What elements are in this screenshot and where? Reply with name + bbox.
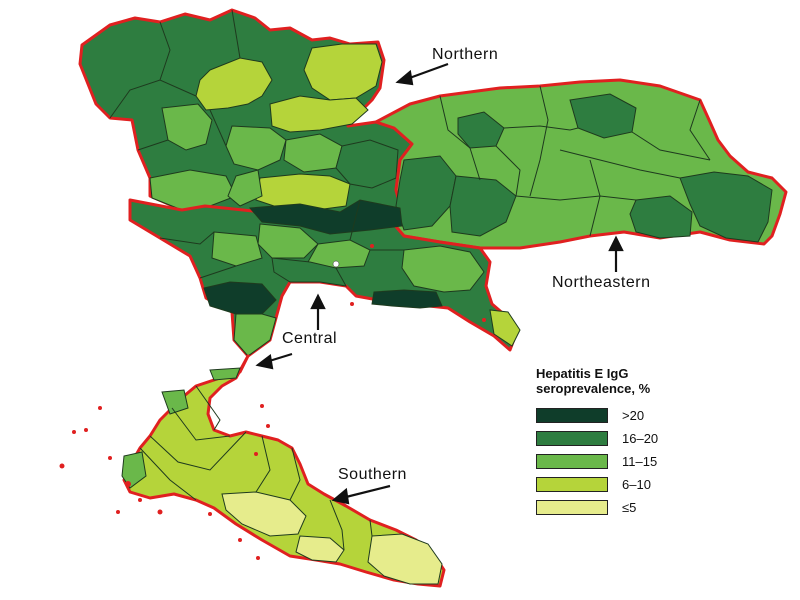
province-chumphon — [209, 367, 241, 381]
legend-label: >20 — [622, 407, 645, 423]
region-arrows — [255, 62, 624, 505]
northeastern-provinces — [395, 85, 773, 243]
legend-swatch — [536, 430, 608, 446]
province-loei — [395, 155, 457, 231]
province-songkhla — [221, 491, 307, 537]
province-phrae — [269, 95, 369, 133]
legend-label: 11–15 — [622, 453, 658, 469]
legend-label: ≤5 — [622, 499, 637, 515]
province-satun — [121, 451, 147, 489]
label-northeastern: Northeastern — [552, 274, 651, 291]
bangkok-marker — [332, 260, 340, 268]
legend-item: ≤5 — [536, 496, 736, 518]
legend-title-line2: seroprevalence, % — [536, 381, 651, 396]
southern-region — [122, 354, 446, 588]
legend-swatch — [536, 476, 608, 492]
province-sukhothai — [255, 173, 351, 211]
legend-label: 6–10 — [622, 476, 651, 492]
province-pattani — [295, 535, 345, 563]
northern-provinces — [109, 9, 399, 211]
legend-label: 16–20 — [622, 430, 659, 446]
legend-item: 11–15 — [536, 450, 736, 472]
province-suphanburi — [211, 231, 263, 267]
province-ranong — [161, 389, 189, 415]
label-central: Central — [282, 330, 338, 347]
province-sisaket — [629, 195, 693, 239]
province-chiang-rai — [195, 57, 273, 111]
legend-title-line1: Hepatitis E IgG — [536, 366, 629, 381]
province-chanthaburi — [371, 289, 443, 309]
central-arrow — [310, 293, 326, 330]
coastal-islands — [59, 244, 486, 560]
legend-item: >20 — [536, 404, 736, 426]
southern-arrow — [331, 484, 391, 505]
province-ubon — [679, 171, 773, 243]
northeastern-arrow — [608, 235, 624, 272]
legend-title: Hepatitis E IgG seroprevalence, % — [536, 366, 736, 396]
province-ratchaburi — [203, 281, 277, 315]
province-prachuap — [233, 313, 277, 357]
legend-item: 16–20 — [536, 427, 736, 449]
southern-region-outline — [122, 354, 446, 588]
province-lampang — [225, 125, 287, 171]
central-arrow-2 — [255, 352, 293, 370]
province-trat — [489, 309, 521, 347]
legend-swatch — [536, 499, 608, 515]
province-tak — [149, 169, 237, 211]
legend-item: 6–10 — [536, 473, 736, 495]
province-phitsanulok — [335, 139, 399, 189]
province-nan — [303, 43, 383, 101]
province-narathiwat — [367, 533, 443, 585]
northern-arrow — [395, 62, 449, 86]
province-kamphaeng — [227, 169, 263, 207]
label-northern: Northern — [432, 46, 499, 63]
label-southern: Southern — [338, 466, 407, 483]
southern-provinces — [121, 367, 443, 585]
province-nakhon-sawan — [248, 199, 403, 235]
legend-swatch — [536, 453, 608, 469]
province-bangkok-area — [271, 257, 347, 287]
legend-swatch — [536, 407, 608, 423]
province-khon-kaen — [449, 175, 517, 237]
central-provinces — [159, 199, 521, 357]
province-nakhon-nayok — [401, 245, 485, 293]
legend: Hepatitis E IgG seroprevalence, % >20 16… — [536, 366, 736, 519]
